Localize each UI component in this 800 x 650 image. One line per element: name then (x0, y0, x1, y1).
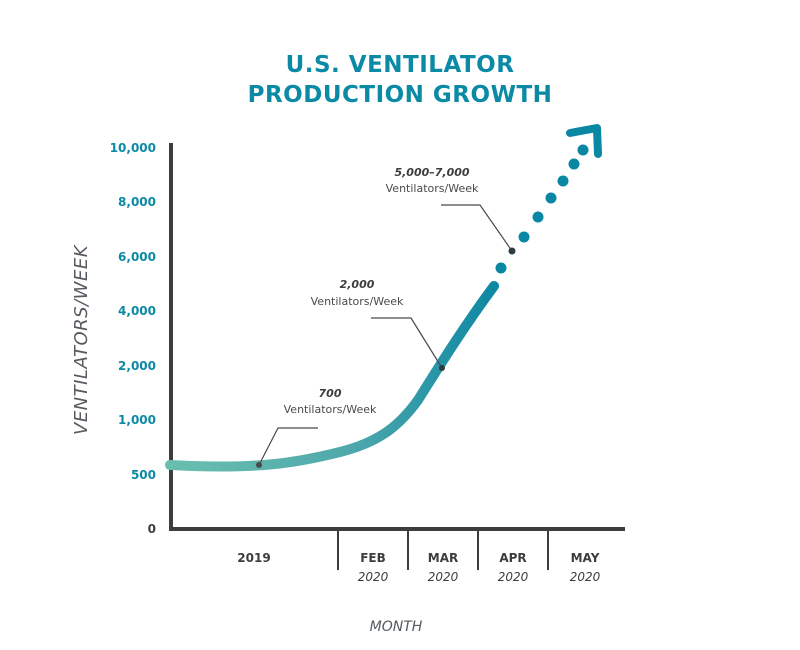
x-tick-year: 2020 (498, 570, 529, 584)
y-tick-label: 0 (148, 522, 156, 536)
chart-title-line-2: PRODUCTION GROWTH (247, 82, 553, 108)
projection-dot (557, 175, 569, 187)
annotation-value: 700 (319, 387, 342, 400)
y-tick-label: 2,000 (118, 359, 156, 373)
y-tick-label: 4,000 (118, 304, 156, 318)
x-tick-year: 2020 (570, 570, 601, 584)
y-tick-label: 10,000 (110, 141, 156, 155)
y-tick-label: 500 (131, 468, 156, 482)
annotation-unit: Ventilators/Week (311, 295, 404, 308)
annotation-unit: Ventilators/Week (284, 403, 377, 416)
y-axis-label: VENTILATORS/WEEK (71, 244, 92, 435)
annotation-dot (508, 247, 516, 255)
x-tick-year: 2020 (358, 570, 389, 584)
y-tick-label: 1,000 (118, 413, 156, 427)
x-tick-label: FEB (360, 551, 386, 565)
annotation-dot (439, 365, 445, 371)
annotation-value: 5,000–7,000 (394, 166, 469, 179)
projection-dot (545, 192, 557, 204)
x-axis-label: MONTH (370, 619, 423, 635)
x-tick-label: 2019 (237, 551, 270, 565)
projection-dot (568, 158, 580, 170)
x-tick-year: 2020 (428, 570, 459, 584)
projection-dot (577, 144, 589, 156)
projection-dot (532, 211, 544, 223)
projection-dot (518, 231, 530, 243)
annotation-unit: Ventilators/Week (386, 182, 479, 195)
projection-arrow-head (566, 124, 602, 158)
y-tick-label: 8,000 (118, 195, 156, 209)
projection-dot (495, 262, 507, 274)
annotation-dot (256, 462, 262, 468)
y-tick-label: 6,000 (118, 250, 156, 264)
x-tick-label: APR (499, 551, 526, 565)
annotation-leader (371, 317, 443, 369)
series-line-solid (165, 281, 499, 472)
x-tick-label: MAY (571, 551, 600, 565)
x-tick-label: MAR (428, 551, 458, 565)
annotation-leader (441, 204, 513, 252)
chart-title-line-1: U.S. VENTILATOR (285, 52, 515, 78)
annotation-value: 2,000 (340, 278, 375, 291)
annotation-leader (258, 427, 318, 466)
